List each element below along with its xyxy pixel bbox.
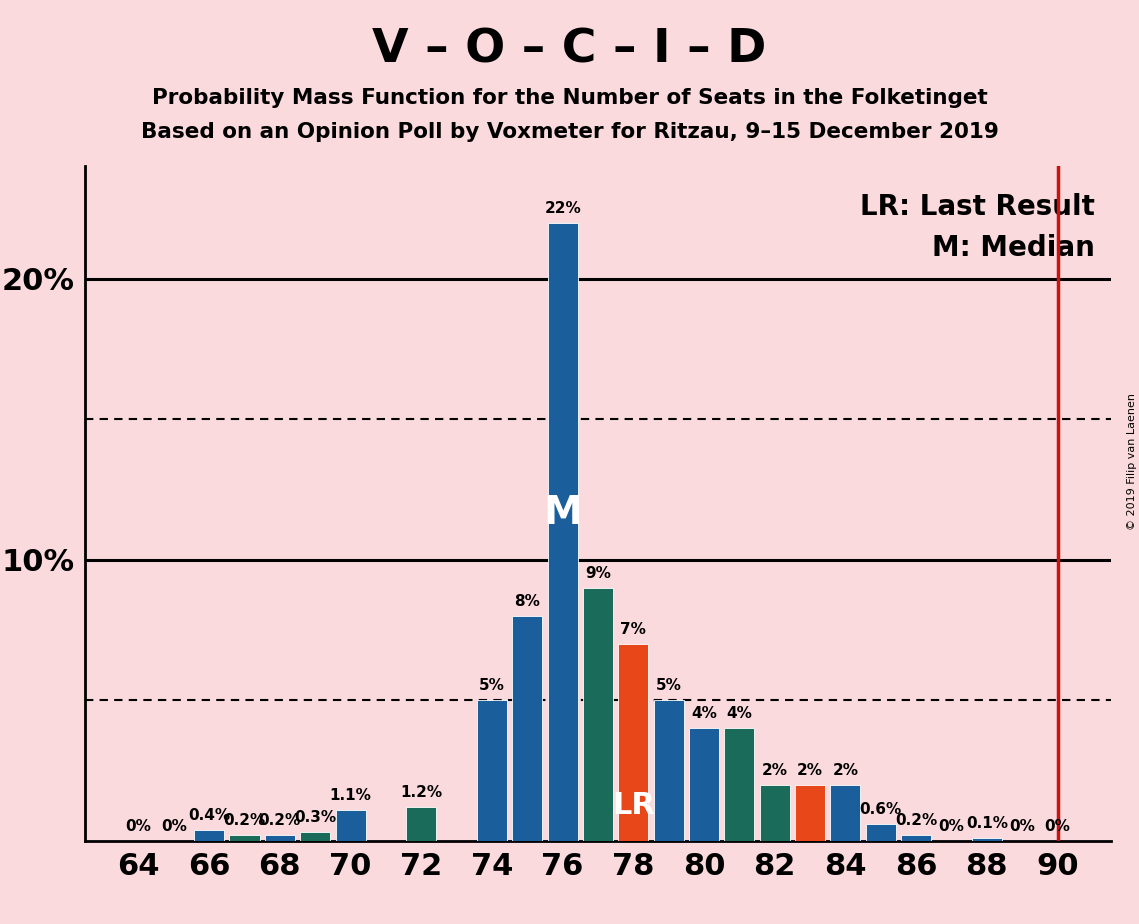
Text: M: Median: M: Median — [933, 234, 1096, 261]
Bar — [618, 644, 648, 841]
Text: Probability Mass Function for the Number of Seats in the Folketinget: Probability Mass Function for the Number… — [151, 88, 988, 108]
Text: 0.4%: 0.4% — [188, 808, 230, 822]
Text: 0.6%: 0.6% — [860, 802, 902, 817]
Bar — [689, 728, 719, 841]
Bar — [336, 810, 366, 841]
Text: 1.2%: 1.2% — [400, 785, 442, 800]
Text: 0%: 0% — [939, 819, 965, 833]
Bar — [760, 784, 789, 841]
Text: 0.3%: 0.3% — [294, 810, 336, 825]
Bar — [795, 784, 825, 841]
Bar — [972, 838, 1002, 841]
Text: © 2019 Filip van Laenen: © 2019 Filip van Laenen — [1126, 394, 1137, 530]
Text: 5%: 5% — [480, 678, 505, 693]
Text: 0%: 0% — [125, 819, 151, 833]
Bar — [229, 835, 260, 841]
Text: 9%: 9% — [585, 565, 611, 581]
Bar — [194, 830, 224, 841]
Text: 4%: 4% — [691, 706, 716, 722]
Bar — [901, 835, 932, 841]
Text: 8%: 8% — [515, 594, 540, 609]
Text: 1.1%: 1.1% — [329, 788, 371, 803]
Text: 2%: 2% — [833, 762, 859, 778]
Bar — [548, 223, 577, 841]
Text: 2%: 2% — [797, 762, 823, 778]
Text: 0%: 0% — [1009, 819, 1035, 833]
Text: 22%: 22% — [544, 201, 581, 215]
Text: 2%: 2% — [762, 762, 788, 778]
Text: 5%: 5% — [656, 678, 681, 693]
Bar — [265, 835, 295, 841]
Text: 0.2%: 0.2% — [895, 813, 937, 828]
Text: 0%: 0% — [1044, 819, 1071, 833]
Text: 0%: 0% — [161, 819, 187, 833]
Bar — [477, 700, 507, 841]
Bar — [513, 616, 542, 841]
Text: Based on an Opinion Poll by Voxmeter for Ritzau, 9–15 December 2019: Based on an Opinion Poll by Voxmeter for… — [140, 122, 999, 142]
Text: V – O – C – I – D: V – O – C – I – D — [372, 28, 767, 73]
Text: 0.2%: 0.2% — [259, 813, 301, 828]
Text: LR: LR — [612, 791, 655, 820]
Text: LR: Last Result: LR: Last Result — [860, 193, 1096, 222]
Bar — [830, 784, 860, 841]
Bar — [654, 700, 683, 841]
Bar — [301, 833, 330, 841]
Bar — [583, 588, 613, 841]
Text: 0.1%: 0.1% — [966, 816, 1008, 831]
Text: M: M — [543, 494, 582, 532]
Bar — [724, 728, 754, 841]
Text: 0.2%: 0.2% — [223, 813, 265, 828]
Text: 4%: 4% — [727, 706, 752, 722]
Bar — [866, 824, 895, 841]
Text: 7%: 7% — [621, 622, 646, 637]
Bar — [407, 808, 436, 841]
